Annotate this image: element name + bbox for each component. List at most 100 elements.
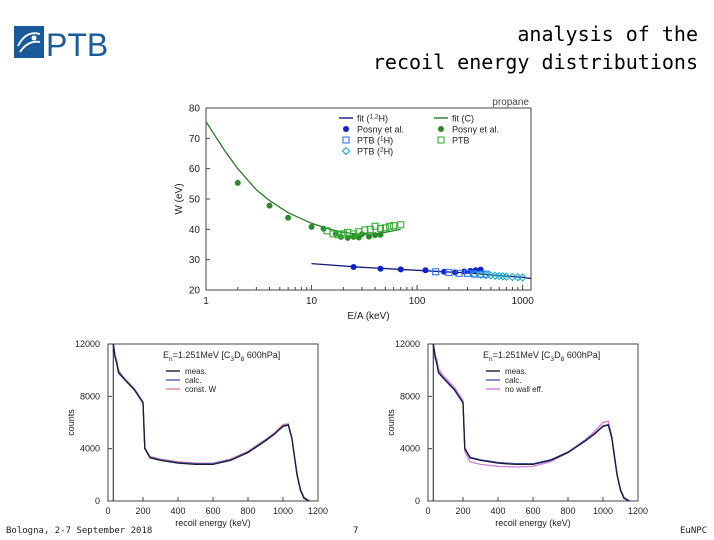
data-point — [422, 267, 429, 274]
x-tick-label: 400 — [170, 506, 185, 516]
x-tick-label: 1000 — [512, 296, 535, 307]
legend-marker — [341, 146, 351, 156]
data-point — [445, 268, 453, 276]
legend-label: meas. — [185, 367, 207, 376]
title-line-2: recoil energy distributions — [372, 50, 698, 74]
data-point — [518, 273, 527, 282]
legend-label: calc. — [185, 376, 201, 385]
data-point — [361, 226, 369, 234]
footer-page-number: 7 — [353, 526, 359, 536]
x-tick-label: 800 — [560, 506, 575, 516]
data-point — [397, 221, 405, 229]
data-point — [432, 268, 440, 276]
x-axis-label: recoil energy (keV) — [495, 518, 571, 528]
data-point — [371, 222, 379, 230]
legend-label: fit (1,2H) — [357, 114, 388, 124]
y-tick-label: 4000 — [80, 444, 100, 454]
legend-label: const. W — [185, 385, 217, 394]
legend-label: no wall eff. — [505, 385, 543, 394]
data-point — [455, 269, 463, 277]
data-point — [476, 270, 485, 280]
y-tick-label: 60 — [189, 164, 201, 175]
y-tick-label: 12000 — [395, 339, 420, 349]
y-tick-label: 4000 — [400, 444, 420, 454]
y-tick-label: 80 — [189, 104, 201, 115]
data-point — [386, 222, 394, 230]
data-point — [365, 233, 372, 240]
x-tick-label: 1200 — [628, 506, 648, 516]
y-axis-label: W (eV) — [174, 183, 185, 214]
y-tick-label: 0 — [95, 496, 100, 506]
data-point — [502, 272, 511, 281]
x-tick-label: 800 — [240, 506, 255, 516]
legend-marker — [343, 126, 349, 132]
data-point — [452, 269, 459, 276]
data-point — [508, 272, 517, 282]
x-tick-label: 400 — [490, 506, 505, 516]
data-point — [377, 265, 384, 272]
legend-label: PTB (1H) — [357, 136, 393, 146]
legend-label: calc. — [505, 376, 521, 385]
series-meas- — [432, 343, 630, 502]
legend-label: fit (C) — [452, 114, 474, 124]
x-axis-label: E/A (keV) — [347, 311, 389, 322]
data-point — [350, 263, 357, 270]
data-point — [339, 230, 347, 238]
data-point — [390, 222, 398, 230]
data-point — [349, 230, 358, 238]
data-point — [381, 224, 389, 232]
data-point — [470, 270, 479, 279]
data-point — [397, 266, 404, 273]
y-tick-label: 8000 — [400, 391, 420, 401]
chart-title: propane — [492, 97, 529, 108]
footer-right: EuNPC — [680, 526, 708, 536]
legend: fit (1,2H)Posny et al.PTB (1H)PTB (2H)fi… — [339, 114, 499, 157]
x-tick-label: 10 — [306, 296, 318, 307]
recoil-spectrum-chart-const-w: 0 4000 8000 12000 0 200 400 600 800 1000 1200 recoi… — [66, 339, 328, 528]
logo-text: PTB — [46, 27, 108, 62]
chart-annotation: En=1.251MeV [C3D8 600hPa] — [483, 350, 600, 363]
slide-title: analysis of the recoil energy distributi… — [373, 20, 698, 76]
series-ptb-c- — [323, 221, 405, 239]
plot-frame — [107, 343, 319, 502]
data-point — [463, 269, 472, 277]
legend-label: Posny et al. — [452, 125, 499, 135]
data-point — [285, 214, 292, 221]
x-tick-label: 1000 — [593, 506, 613, 516]
y-axis-label: counts — [386, 409, 396, 436]
legend-label: PTB — [452, 136, 470, 146]
series-meas- — [112, 343, 310, 502]
x-tick-label: 1 — [203, 296, 209, 307]
x-tick-label: 200 — [135, 506, 150, 516]
x-tick-label: 0 — [105, 506, 110, 516]
y-tick-label: 30 — [189, 255, 201, 266]
data-point — [372, 232, 379, 239]
x-tick-label: 600 — [525, 506, 540, 516]
chart-annotation: En=1.251MeV [C3D8 600hPa] — [163, 350, 280, 363]
recoil-spectrum-chart-no-wall: 0 4000 8000 12000 0 200 400 600 800 1000 1200 recoi… — [386, 339, 648, 528]
y-tick-label: 8000 — [80, 391, 100, 401]
plot-frame — [427, 343, 639, 502]
y-tick-label: 12000 — [75, 339, 100, 349]
w-value-chart: 20 30 40 50 60 70 80 1 10 100 1000 E/A (keV) W (eV) p… — [174, 97, 535, 322]
legend-label: meas. — [505, 367, 527, 376]
x-tick-label: 1200 — [308, 506, 328, 516]
y-tick-label: 40 — [189, 225, 201, 236]
legend-label: Posny et al. — [357, 125, 404, 135]
x-tick-label: 0 — [425, 506, 430, 516]
plot-frame — [205, 107, 532, 291]
ptb-logo: PTB — [14, 26, 108, 62]
data-point — [234, 179, 241, 186]
series-ptb-2h- — [470, 270, 527, 282]
y-tick-label: 50 — [189, 195, 201, 206]
y-tick-label: 70 — [189, 134, 201, 145]
legend-marker — [437, 136, 445, 144]
data-point — [266, 202, 273, 209]
x-axis-label: recoil energy (keV) — [175, 518, 251, 528]
x-tick-label: 200 — [455, 506, 470, 516]
x-tick-label: 100 — [409, 296, 426, 307]
data-point — [334, 231, 343, 239]
data-point — [308, 223, 315, 230]
data-point — [329, 230, 337, 238]
data-point — [376, 224, 385, 232]
